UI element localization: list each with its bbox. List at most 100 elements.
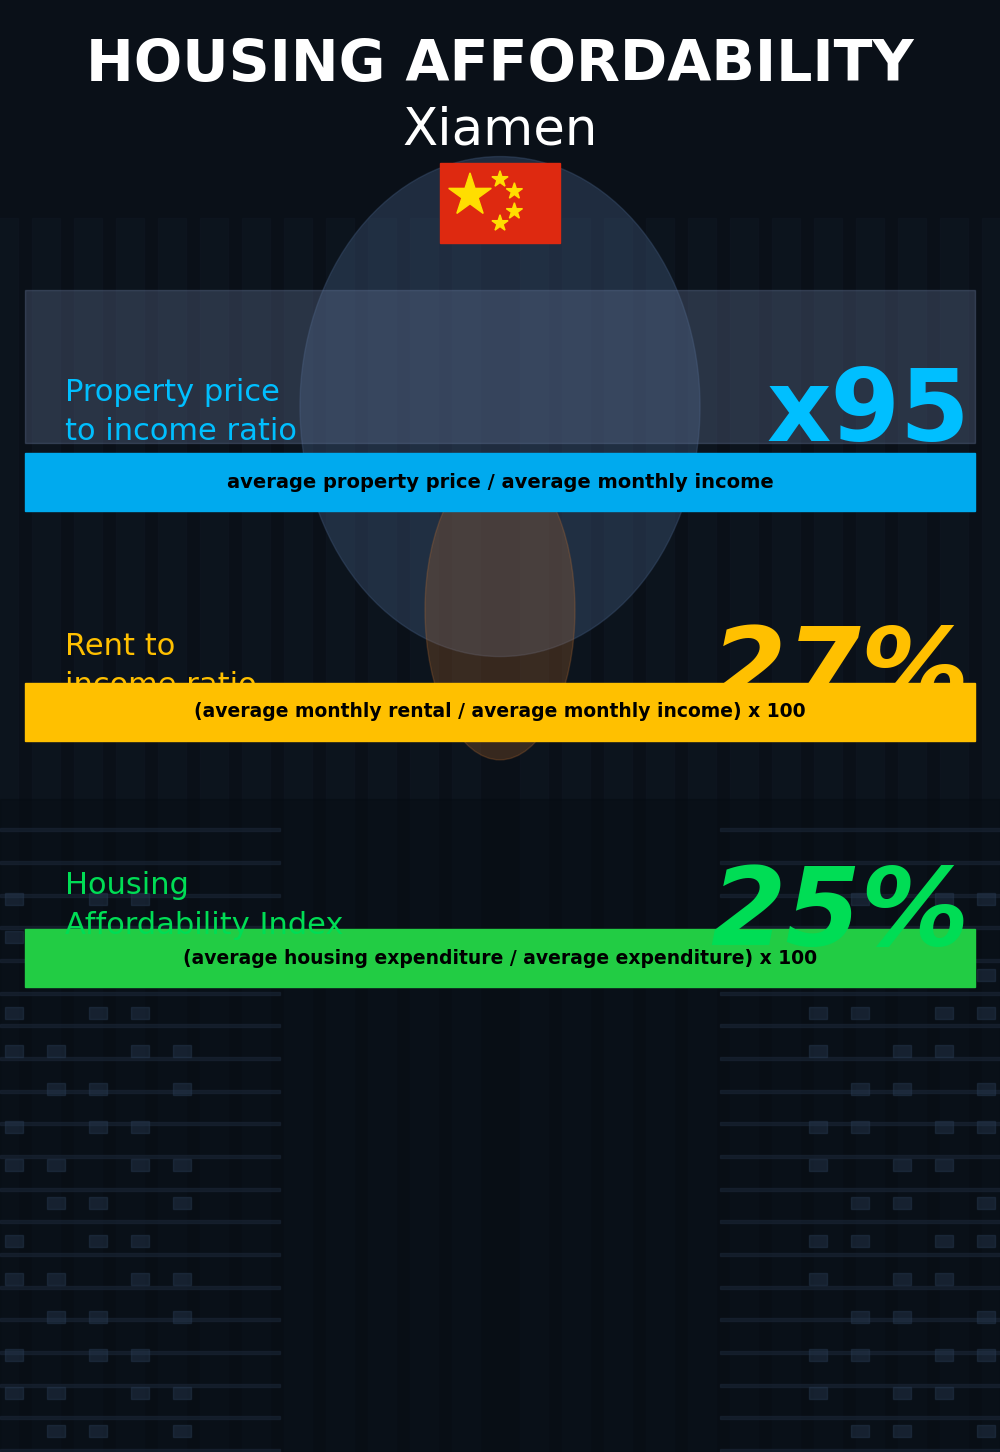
Bar: [977, 1083, 995, 1095]
Text: (average housing expenditure / average expenditure) x 100: (average housing expenditure / average e…: [183, 948, 817, 968]
Bar: [720, 1220, 1000, 1223]
Bar: [893, 1159, 911, 1170]
Text: (average monthly rental / average monthly income) x 100: (average monthly rental / average monthl…: [194, 701, 806, 722]
Bar: [47, 1083, 65, 1095]
Bar: [720, 893, 1000, 896]
Bar: [173, 1387, 191, 1398]
Bar: [0, 1089, 280, 1092]
Bar: [0, 1384, 280, 1387]
Bar: [0, 1416, 280, 1420]
Bar: [720, 992, 1000, 995]
Bar: [935, 1349, 953, 1361]
Bar: [131, 1121, 149, 1133]
Bar: [89, 1311, 107, 1323]
Bar: [0, 926, 280, 929]
Bar: [131, 1008, 149, 1019]
Bar: [173, 968, 191, 982]
Bar: [809, 1273, 827, 1285]
Bar: [5, 893, 23, 905]
Bar: [25, 290, 975, 443]
Bar: [809, 1159, 827, 1170]
Bar: [520, 218, 548, 1452]
Bar: [809, 1008, 827, 1019]
Bar: [720, 1350, 1000, 1353]
Bar: [200, 218, 228, 1452]
Bar: [173, 931, 191, 942]
Bar: [5, 1121, 23, 1133]
Bar: [720, 926, 1000, 929]
Bar: [977, 893, 995, 905]
Bar: [720, 1449, 1000, 1452]
Bar: [893, 1083, 911, 1095]
Bar: [131, 931, 149, 942]
Bar: [772, 218, 800, 1452]
Bar: [5, 1349, 23, 1361]
Bar: [851, 1008, 869, 1019]
Bar: [856, 218, 884, 1452]
Bar: [935, 1387, 953, 1398]
Bar: [74, 218, 102, 1452]
Bar: [0, 893, 280, 896]
Bar: [0, 828, 280, 831]
Bar: [977, 1121, 995, 1133]
Bar: [25, 453, 975, 511]
Bar: [893, 1311, 911, 1323]
Bar: [0, 958, 280, 961]
Bar: [977, 1196, 995, 1210]
Bar: [47, 1196, 65, 1210]
Bar: [47, 1424, 65, 1437]
Bar: [89, 1349, 107, 1361]
Bar: [851, 1236, 869, 1247]
Bar: [814, 218, 842, 1452]
Bar: [851, 968, 869, 982]
Bar: [935, 893, 953, 905]
Bar: [0, 1024, 280, 1028]
Bar: [5, 1159, 23, 1170]
Bar: [47, 931, 65, 942]
Bar: [851, 1196, 869, 1210]
Bar: [982, 218, 1000, 1452]
Bar: [935, 931, 953, 942]
Bar: [940, 218, 968, 1452]
Bar: [173, 1311, 191, 1323]
Bar: [32, 218, 60, 1452]
Bar: [720, 861, 1000, 864]
Bar: [851, 1083, 869, 1095]
Bar: [893, 1387, 911, 1398]
Bar: [604, 218, 632, 1452]
Text: x95: x95: [766, 366, 970, 462]
Bar: [720, 958, 1000, 961]
Bar: [0, 861, 280, 864]
Bar: [89, 893, 107, 905]
Bar: [977, 1236, 995, 1247]
Bar: [893, 1273, 911, 1285]
Polygon shape: [506, 183, 522, 197]
Bar: [851, 893, 869, 905]
Bar: [720, 1089, 1000, 1092]
Text: Xiamen: Xiamen: [402, 106, 598, 155]
Bar: [809, 1349, 827, 1361]
Bar: [173, 1196, 191, 1210]
Bar: [893, 1424, 911, 1437]
Bar: [410, 218, 438, 1452]
Bar: [47, 1311, 65, 1323]
Bar: [47, 1273, 65, 1285]
Bar: [809, 1387, 827, 1398]
Bar: [25, 682, 975, 741]
Bar: [851, 1424, 869, 1437]
Bar: [0, 1057, 280, 1060]
Bar: [0, 1122, 280, 1125]
Bar: [720, 1024, 1000, 1028]
Bar: [131, 1236, 149, 1247]
Bar: [935, 1008, 953, 1019]
Bar: [809, 893, 827, 905]
Bar: [809, 1236, 827, 1247]
Bar: [173, 1083, 191, 1095]
Bar: [0, 218, 18, 1452]
Text: Housing
Affordability Index: Housing Affordability Index: [65, 871, 343, 939]
Bar: [47, 1159, 65, 1170]
Bar: [89, 968, 107, 982]
Bar: [89, 1083, 107, 1095]
Bar: [0, 1449, 280, 1452]
Bar: [5, 1236, 23, 1247]
